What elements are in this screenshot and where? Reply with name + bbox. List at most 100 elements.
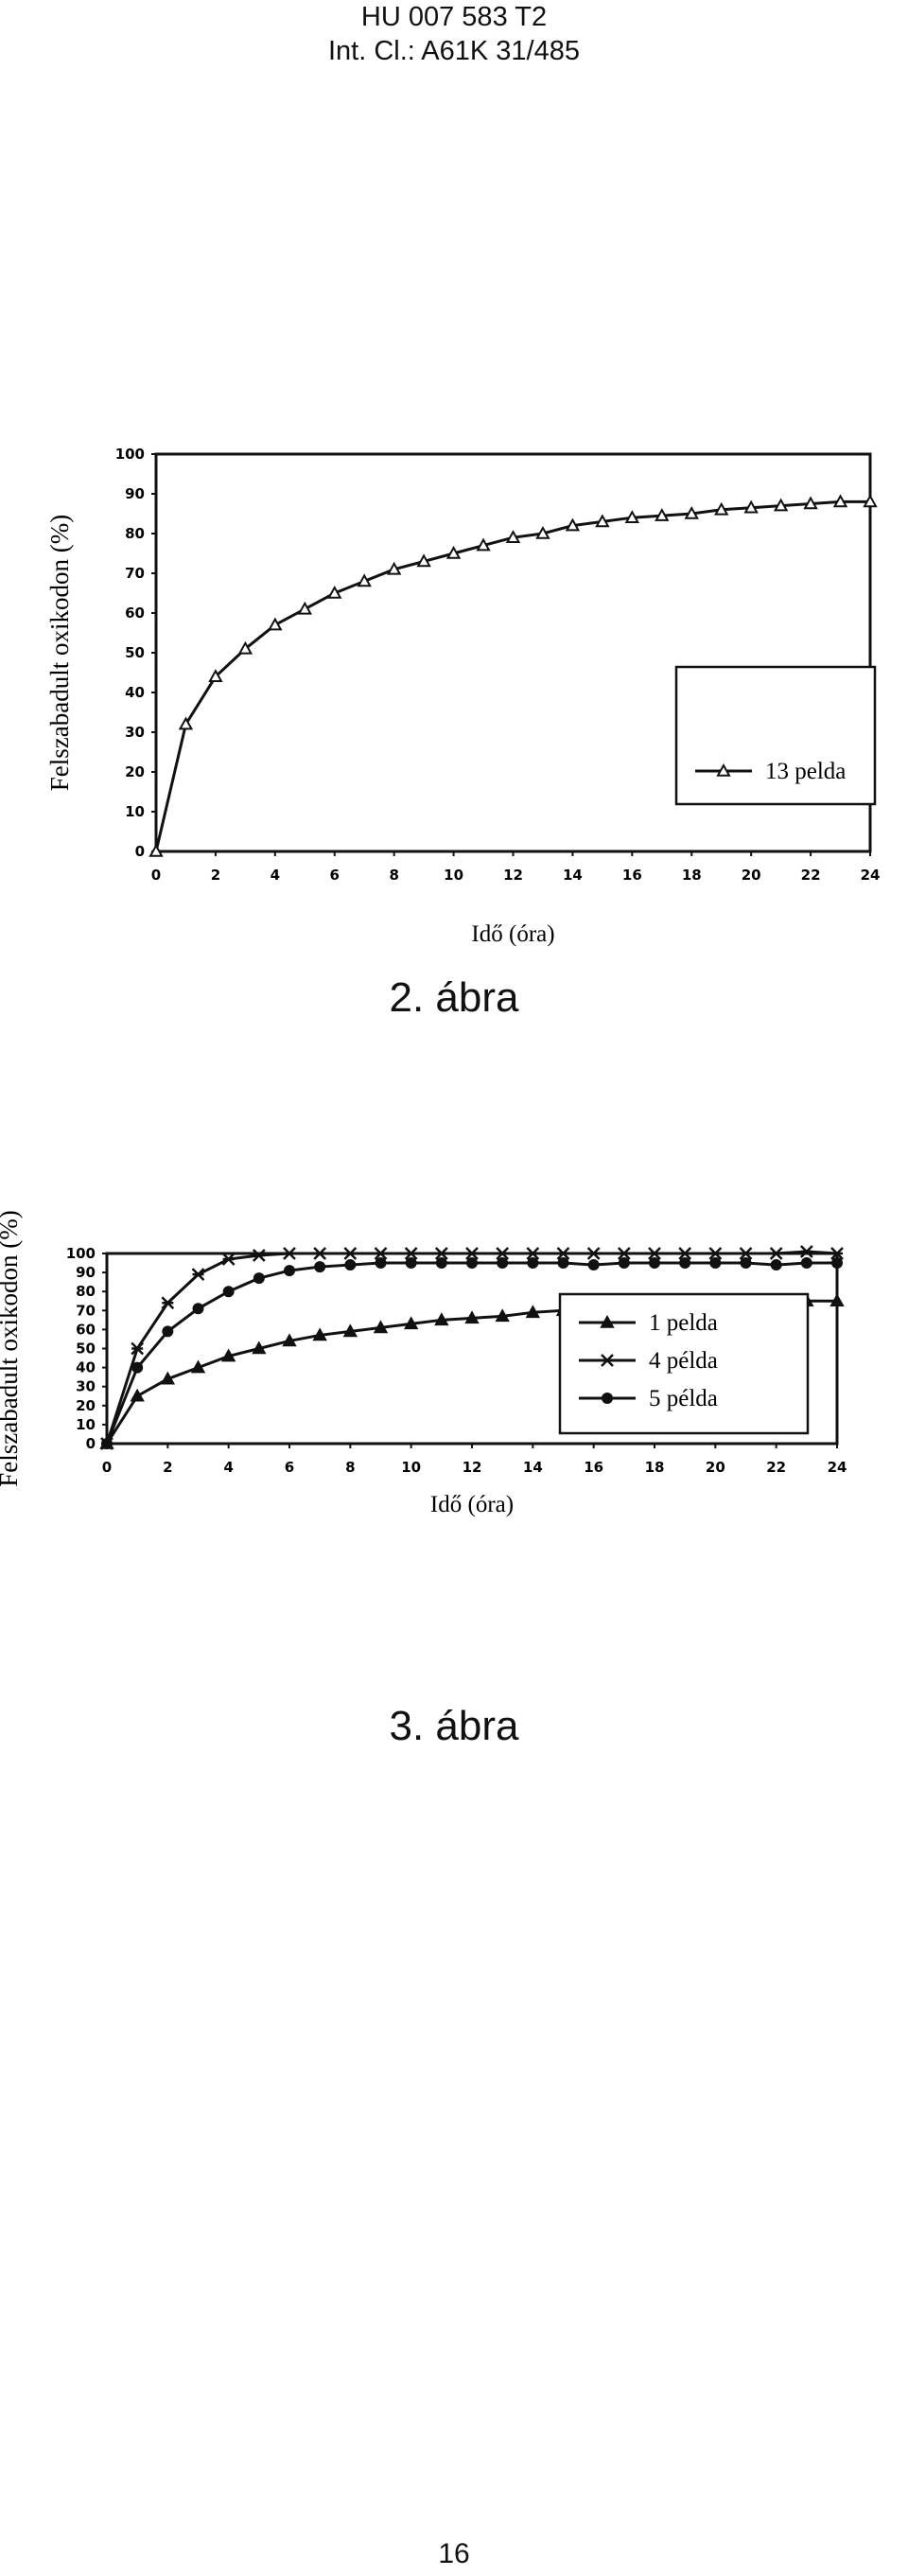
data-point <box>297 601 312 615</box>
y-tick-label: 60 <box>76 1321 96 1338</box>
x-tick-label: 10 <box>401 1459 421 1476</box>
y-tick-label: 30 <box>125 724 145 741</box>
data-point <box>648 1247 661 1260</box>
y-tick-label: 80 <box>76 1283 96 1300</box>
legend: 1 pelda 4 példa 5 példa <box>558 1292 810 1435</box>
y-tick-label: 90 <box>125 485 145 502</box>
data-point <box>595 514 610 528</box>
data-point <box>799 1245 813 1258</box>
data-point <box>253 1272 265 1285</box>
y-tick-label: 20 <box>76 1397 96 1414</box>
data-point <box>526 1247 540 1260</box>
data-point <box>527 1257 539 1270</box>
y-tick-label: 30 <box>76 1378 96 1395</box>
x-tick-label: 2 <box>163 1459 172 1476</box>
legend-marker <box>600 1314 615 1328</box>
data-point <box>435 1257 447 1270</box>
classification-code: Int. Cl.: A61K 31/485 <box>327 36 580 66</box>
data-point <box>617 1247 631 1260</box>
y-tick-label: 100 <box>66 1245 96 1262</box>
patent-number: HU 007 583 T2 <box>360 2 548 32</box>
data-point <box>101 1438 113 1449</box>
data-point <box>342 1323 358 1338</box>
series-3 <box>101 1257 843 1449</box>
data-point <box>465 1247 479 1260</box>
x-tick-label: 16 <box>584 1459 603 1476</box>
data-point <box>434 1312 449 1326</box>
data-point <box>863 494 878 508</box>
x-tick-label: 4 <box>271 867 280 884</box>
data-point <box>618 1257 630 1270</box>
x-tick-label: 6 <box>285 1459 294 1476</box>
data-point <box>708 1247 723 1260</box>
data-point <box>284 1265 295 1277</box>
data-point <box>208 669 223 682</box>
data-point <box>313 1247 327 1260</box>
data-point <box>803 496 818 510</box>
y-tick-label: 50 <box>76 1341 96 1358</box>
data-point <box>375 1257 387 1270</box>
legend-marker <box>601 1354 614 1367</box>
data-point <box>830 1247 844 1260</box>
data-point <box>831 1257 843 1270</box>
data-point <box>587 1259 600 1271</box>
data-point <box>268 617 283 631</box>
data-point <box>403 1316 419 1330</box>
data-point <box>655 508 670 521</box>
data-point <box>739 1247 753 1260</box>
data-point <box>252 1341 267 1355</box>
legend-label: 1 pelda <box>649 1310 718 1336</box>
data-point <box>221 1253 236 1266</box>
y-tick-label: 60 <box>125 605 145 622</box>
data-point <box>222 1286 235 1298</box>
x-axis-label: Idő (óra) <box>430 1492 514 1517</box>
data-point <box>557 1257 569 1270</box>
data-point <box>709 1257 722 1270</box>
y-axis-label: Felszabadult oxikodon (%) <box>45 515 74 791</box>
data-point <box>497 1257 509 1270</box>
data-point <box>495 1308 510 1323</box>
x-tick-label: 22 <box>766 1459 786 1476</box>
data-point <box>684 505 699 519</box>
data-point <box>434 1247 448 1260</box>
figure-2-caption: 2. ábra <box>389 974 519 1021</box>
data-point <box>282 1333 297 1347</box>
data-point <box>160 1371 176 1385</box>
data-point <box>131 1361 144 1374</box>
data-point <box>714 501 729 516</box>
data-point <box>769 1247 783 1260</box>
x-tick-label: 12 <box>463 1459 482 1476</box>
legend-marker <box>602 1393 613 1404</box>
data-point <box>535 525 550 539</box>
data-point <box>220 1348 236 1362</box>
x-axis-label: Idő (óra) <box>471 921 554 947</box>
data-point <box>237 640 253 655</box>
y-tick-label: 70 <box>125 565 145 582</box>
data-point <box>161 1296 175 1310</box>
legend-label: 4 példa <box>649 1348 718 1374</box>
y-tick-label: 0 <box>135 843 145 860</box>
data-point <box>373 1320 389 1334</box>
x-tick-label: 14 <box>563 867 583 884</box>
data-point <box>327 585 342 599</box>
data-point <box>800 1257 812 1270</box>
data-point <box>148 843 164 857</box>
y-tick-label: 10 <box>125 803 145 820</box>
x-tick-label: 12 <box>503 867 523 884</box>
x-tick-label: 14 <box>523 1459 543 1476</box>
figure-3-caption: 3. ábra <box>389 1703 519 1749</box>
data-point <box>344 1259 357 1271</box>
data-point <box>386 561 402 575</box>
x-tick-label: 0 <box>151 867 161 884</box>
data-point <box>525 1305 541 1319</box>
data-point <box>162 1325 174 1338</box>
x-tick-label: 24 <box>861 867 881 884</box>
data-point <box>773 498 789 512</box>
data-point <box>178 716 194 730</box>
data-point <box>832 494 848 508</box>
data-point <box>130 1388 145 1402</box>
x-tick-label: 4 <box>223 1459 233 1476</box>
data-point <box>252 1249 266 1262</box>
data-point <box>405 1257 417 1270</box>
